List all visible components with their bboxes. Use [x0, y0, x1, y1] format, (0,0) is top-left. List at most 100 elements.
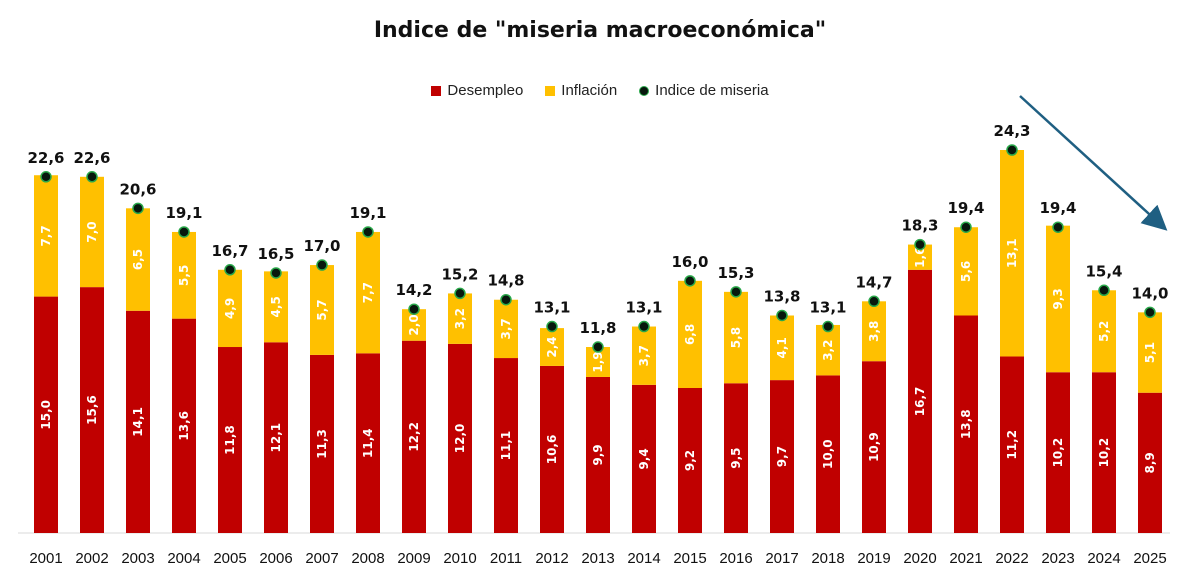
- label-inflacion-2003: 6,5: [131, 249, 145, 270]
- point-indice-2025: [1144, 306, 1156, 319]
- legend-label-indice: Indice de miseria: [655, 82, 769, 99]
- x-tick-2013: 2013: [581, 550, 614, 567]
- point-indice-2001: [40, 171, 52, 183]
- label-desempleo-2013: 9,9: [591, 444, 605, 465]
- label-indice-2001: 22,6: [27, 149, 64, 167]
- label-indice-2004: 19,1: [165, 204, 202, 222]
- label-desempleo-2012: 10,6: [545, 435, 559, 465]
- label-desempleo-2003: 14,1: [131, 407, 145, 437]
- x-tick-2010: 2010: [443, 550, 476, 567]
- bar-desempleo-2009: [402, 340, 426, 533]
- label-indice-2003: 20,6: [119, 180, 156, 198]
- point-indice-2021: [960, 221, 972, 233]
- bar-inflacion-2018: [816, 324, 840, 376]
- label-desempleo-2023: 10,2: [1051, 438, 1065, 468]
- label-indice-2016: 15,3: [717, 264, 754, 282]
- label-inflacion-2019: 3,8: [867, 321, 881, 342]
- label-desempleo-2006: 12,1: [269, 423, 283, 453]
- label-desempleo-2018: 10,0: [821, 439, 835, 469]
- bar-inflacion-2011: [494, 299, 518, 359]
- x-tick-2014: 2014: [627, 550, 660, 567]
- label-indice-2022: 24,3: [993, 122, 1030, 140]
- point-indice-2017: [776, 309, 788, 322]
- bar-desempleo-2010: [448, 343, 472, 533]
- label-indice-2025: 14,0: [1131, 284, 1168, 302]
- bar-desempleo-2008: [356, 353, 380, 533]
- bar-inflacion-2022: [1000, 150, 1024, 357]
- bar-inflacion-2005: [218, 269, 242, 348]
- label-indice-2021: 19,4: [947, 199, 984, 217]
- label-indice-2005: 16,7: [211, 242, 248, 260]
- label-indice-2010: 15,2: [441, 265, 478, 283]
- bar-inflacion-2003: [126, 208, 150, 311]
- bar-desempleo-2001: [34, 296, 58, 533]
- label-desempleo-2016: 9,5: [729, 448, 743, 469]
- label-desempleo-2005: 11,8: [223, 425, 237, 455]
- bar-inflacion-2006: [264, 271, 288, 343]
- bar-desempleo-2017: [770, 380, 794, 533]
- label-desempleo-2009: 12,2: [407, 422, 421, 452]
- label-desempleo-2025: 8,9: [1143, 452, 1157, 473]
- x-tick-2008: 2008: [351, 550, 384, 567]
- point-indice-2012: [546, 320, 558, 333]
- label-desempleo-2015: 9,2: [683, 450, 697, 471]
- bar-desempleo-2020: [908, 269, 932, 533]
- bar-inflacion-2017: [770, 315, 794, 381]
- label-desempleo-2008: 11,4: [361, 428, 375, 458]
- bar-desempleo-2004: [172, 318, 196, 533]
- point-indice-2005: [224, 264, 236, 276]
- point-indice-2020: [914, 238, 926, 251]
- legend: Desempleo Inflación Indice de miseria: [0, 82, 1200, 99]
- legend-swatch-inflacion: [545, 85, 556, 96]
- label-inflacion-2024: 5,2: [1097, 321, 1111, 342]
- label-desempleo-2002: 15,6: [85, 395, 99, 425]
- bar-desempleo-2016: [724, 383, 748, 533]
- label-indice-2020: 18,3: [901, 217, 938, 235]
- label-indice-2006: 16,5: [257, 245, 294, 263]
- trend-arrow: [1019, 95, 1168, 231]
- bar-inflacion-2008: [356, 231, 380, 354]
- x-tick-2020: 2020: [903, 550, 936, 567]
- bar-inflacion-2001: [34, 175, 58, 297]
- x-tick-2006: 2006: [259, 550, 292, 567]
- x-tick-2019: 2019: [857, 550, 890, 567]
- label-desempleo-2019: 10,9: [867, 432, 881, 462]
- label-inflacion-2022: 13,1: [1005, 238, 1019, 268]
- bar-inflacion-2024: [1092, 290, 1116, 373]
- x-tick-2007: 2007: [305, 550, 338, 567]
- label-indice-2017: 13,8: [763, 287, 800, 305]
- point-indice-2003: [132, 202, 144, 215]
- bar-desempleo-2015: [678, 387, 702, 533]
- bar-inflacion-2002: [80, 176, 104, 288]
- x-tick-2018: 2018: [811, 550, 844, 567]
- label-indice-2008: 19,1: [349, 204, 386, 222]
- point-indice-2008: [362, 226, 374, 238]
- point-indice-2006: [270, 267, 282, 279]
- label-inflacion-2016: 5,8: [729, 327, 743, 348]
- legend-swatch-desempleo: [431, 85, 442, 96]
- label-inflacion-2004: 5,5: [177, 265, 191, 286]
- bar-desempleo-2018: [816, 375, 840, 533]
- bar-desempleo-2021: [954, 315, 978, 533]
- label-inflacion-2021: 5,6: [959, 261, 973, 282]
- bar-desempleo-2023: [1046, 372, 1070, 533]
- label-inflacion-2018: 3,2: [821, 340, 835, 361]
- bar-inflacion-2021: [954, 227, 978, 316]
- label-desempleo-2010: 12,0: [453, 424, 467, 454]
- point-indice-2013: [592, 341, 604, 353]
- label-desempleo-2021: 13,8: [959, 409, 973, 439]
- legend-label-desempleo: Desempleo: [447, 82, 524, 99]
- point-indice-2002: [86, 171, 98, 183]
- x-tick-2016: 2016: [719, 550, 752, 567]
- legend-item-desempleo: Desempleo: [431, 82, 523, 99]
- label-desempleo-2017: 9,7: [775, 446, 789, 467]
- point-indice-2009: [408, 303, 420, 315]
- label-indice-2019: 14,7: [855, 273, 892, 291]
- label-indice-2009: 14,2: [395, 281, 432, 299]
- label-inflacion-2002: 7,0: [85, 221, 99, 242]
- x-tick-2023: 2023: [1041, 550, 1074, 567]
- legend-label-inflacion: Inflación: [561, 82, 618, 99]
- bar-desempleo-2013: [586, 376, 610, 533]
- bar-inflacion-2007: [310, 265, 334, 355]
- label-inflacion-2010: 3,2: [453, 308, 467, 329]
